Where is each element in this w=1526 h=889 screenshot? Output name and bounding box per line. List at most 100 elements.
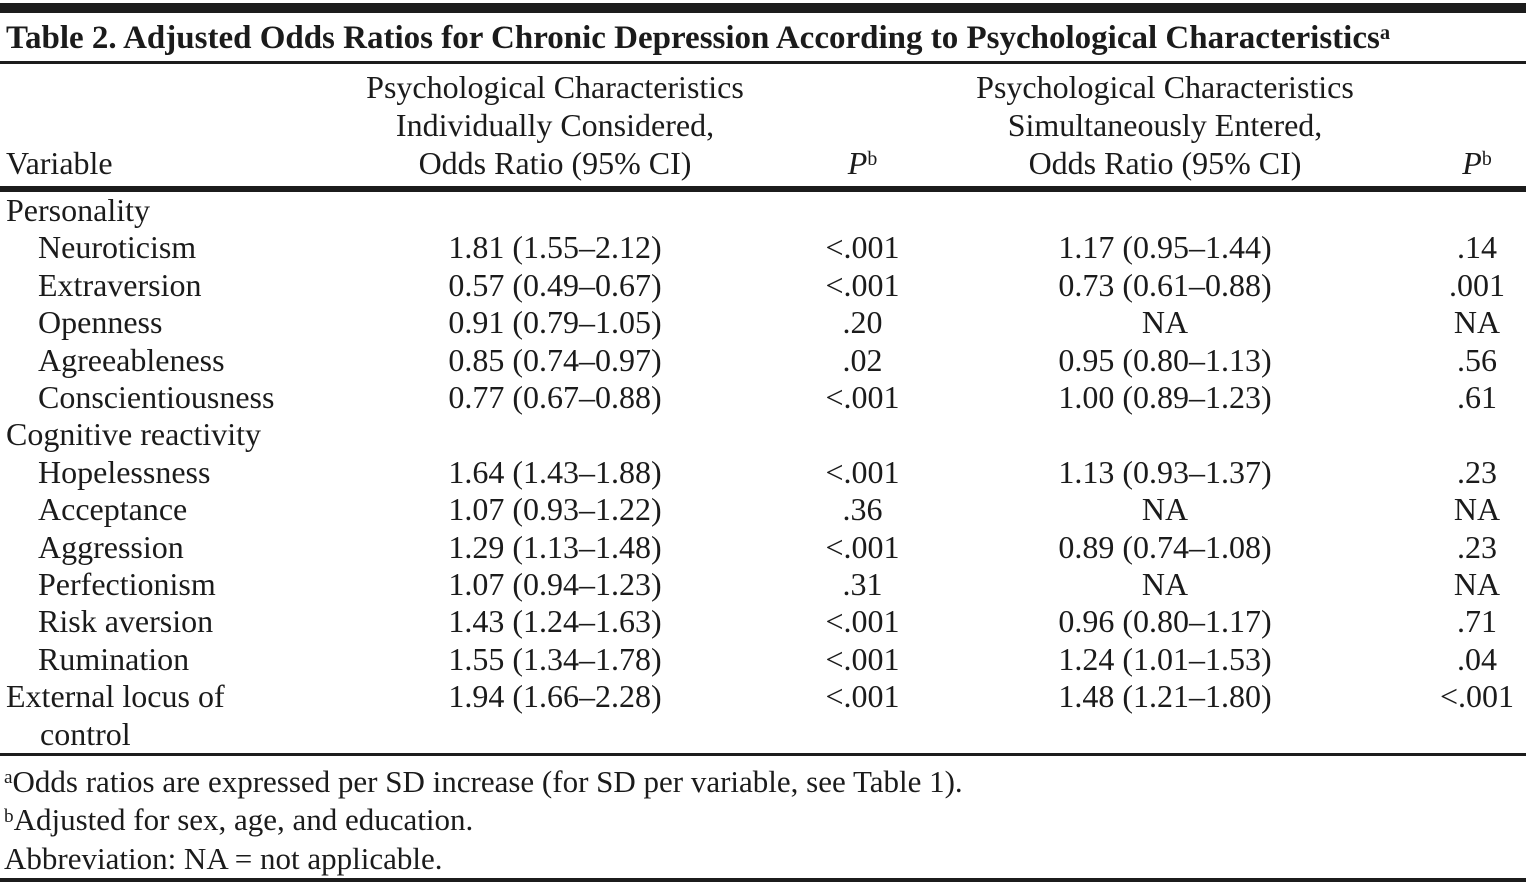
variable-cell: Acceptance bbox=[38, 491, 188, 528]
p-simultaneous-cell: .71 bbox=[1457, 603, 1497, 640]
col-header-simultaneously-entered: Psychological Characteristics Simultaneo… bbox=[945, 64, 1385, 192]
variable-cell: Openness bbox=[38, 304, 163, 341]
footnote-abbreviation: Abbreviation: NA = not applicable. bbox=[4, 840, 1526, 878]
variable-cell: Conscientiousness bbox=[38, 379, 275, 416]
variable-cell: Cognitive reactivity bbox=[6, 416, 262, 453]
col-header-line: Psychological Characteristics bbox=[366, 69, 744, 105]
or-simultaneous-cell: 0.89 (0.74–1.08) bbox=[1058, 528, 1272, 565]
p-individual-cell bbox=[780, 416, 945, 453]
variable-cell: Aggression bbox=[38, 528, 184, 565]
variable-cell: Personality bbox=[6, 192, 150, 228]
variable-cell: control bbox=[40, 715, 131, 752]
p-simultaneous-cell: .61 bbox=[1457, 379, 1497, 416]
or-individual-cell: 1.64 (1.43–1.88) bbox=[448, 453, 662, 490]
or-individual-cell: 0.77 (0.67–0.88) bbox=[448, 379, 662, 416]
table-row-risk-aversion: Risk aversion 1.43 (1.24–1.63) <.001 0.9… bbox=[0, 603, 1526, 640]
or-individual-cell: 1.29 (1.13–1.48) bbox=[448, 528, 662, 565]
footnote-text: Abbreviation: NA = not applicable. bbox=[4, 840, 443, 876]
footnote-marker: a bbox=[4, 767, 13, 789]
table-row-section-cognitive-reactivity: Cognitive reactivity bbox=[0, 416, 1526, 453]
table-row-openness: Openness 0.91 (0.79–1.05) .20 NA NA bbox=[0, 304, 1526, 341]
p-simultaneous-cell: .23 bbox=[1457, 528, 1497, 565]
or-simultaneous-cell: 1.48 (1.21–1.80) bbox=[1058, 678, 1272, 715]
variable-cell: Risk aversion bbox=[38, 603, 214, 640]
or-individual-cell: 1.94 (1.66–2.28) bbox=[448, 678, 662, 715]
table-row-external-locus-of-control: External locus of 1.94 (1.66–2.28) <.001… bbox=[0, 678, 1526, 715]
or-simultaneous-cell: 1.17 (0.95–1.44) bbox=[1058, 229, 1272, 266]
col-header-line: Simultaneously Entered, bbox=[1007, 107, 1323, 143]
footnote-divider-rule bbox=[0, 753, 1526, 757]
or-individual-cell: 1.55 (1.34–1.78) bbox=[448, 640, 662, 677]
col-header-line: Psychological Characteristics bbox=[976, 69, 1354, 105]
footnote-text: Adjusted for sex, age, and education. bbox=[13, 802, 474, 838]
or-simultaneous-cell: 1.24 (1.01–1.53) bbox=[1058, 640, 1272, 677]
col-header-line: Odds Ratio (95% CI) bbox=[418, 145, 692, 181]
or-individual-cell: 0.57 (0.49–0.67) bbox=[448, 266, 662, 303]
p-simultaneous-cell: NA bbox=[1453, 566, 1501, 603]
variable-cell: Agreeableness bbox=[38, 341, 225, 378]
col-header-line: Individually Considered, bbox=[395, 107, 715, 143]
footnote-text: Odds ratios are expressed per SD increas… bbox=[12, 764, 963, 800]
p-individual-cell: .31 bbox=[842, 566, 883, 603]
footnote-a: aOdds ratios are expressed per SD increa… bbox=[4, 763, 1526, 801]
p-simultaneous-cell: .14 bbox=[1457, 229, 1497, 266]
table-row-acceptance: Acceptance 1.07 (0.93–1.22) .36 NA NA bbox=[0, 491, 1526, 528]
header-row: Variable Psychological Characteristics I… bbox=[0, 64, 1526, 192]
p-individual-cell: <.001 bbox=[825, 379, 900, 416]
col-header-p-individual: Pb bbox=[780, 64, 945, 192]
p-label: P bbox=[847, 145, 868, 181]
footnote-b: bAdjusted for sex, age, and education. bbox=[4, 801, 1526, 839]
table-row-rumination: Rumination 1.55 (1.34–1.78) <.001 1.24 (… bbox=[0, 641, 1526, 678]
p-individual-cell: <.001 bbox=[825, 640, 900, 677]
or-individual-cell bbox=[330, 189, 780, 229]
p-simultaneous-cell bbox=[1385, 716, 1526, 753]
p-label: P bbox=[1462, 145, 1482, 181]
table-top-rule bbox=[0, 3, 1526, 13]
or-individual-cell: 0.85 (0.74–0.97) bbox=[448, 341, 662, 378]
p-individual-cell bbox=[780, 716, 945, 753]
title-divider-rule bbox=[0, 61, 1526, 64]
variable-cell: Perfectionism bbox=[38, 566, 216, 603]
or-individual-cell bbox=[330, 716, 780, 753]
p-simultaneous-cell: .001 bbox=[1449, 266, 1505, 303]
p-simultaneous-cell bbox=[1385, 189, 1526, 229]
p-individual-cell: <.001 bbox=[825, 528, 900, 565]
or-simultaneous-cell bbox=[945, 716, 1385, 753]
p-simultaneous-cell: .56 bbox=[1457, 341, 1497, 378]
variable-cell: External locus of bbox=[6, 678, 225, 715]
or-individual-cell: 1.07 (0.94–1.23) bbox=[448, 566, 662, 603]
or-simultaneous-cell: 0.95 (0.80–1.13) bbox=[1058, 341, 1272, 378]
or-individual-cell: 1.81 (1.55–2.12) bbox=[448, 229, 662, 266]
or-simultaneous-cell: 0.73 (0.61–0.88) bbox=[1058, 266, 1272, 303]
table-row-continuation: control bbox=[0, 716, 1526, 753]
odds-ratio-table: Variable Psychological Characteristics I… bbox=[0, 64, 1526, 753]
table-row-extraversion: Extraversion 0.57 (0.49–0.67) <.001 0.73… bbox=[0, 267, 1526, 304]
footnote-marker: b bbox=[4, 805, 14, 827]
table-title-footnote-marker: a bbox=[1379, 21, 1391, 44]
p-individual-cell: <.001 bbox=[825, 266, 900, 303]
p-individual-cell: .36 bbox=[842, 491, 883, 528]
or-individual-cell: 1.07 (0.93–1.22) bbox=[448, 491, 662, 528]
or-individual-cell bbox=[330, 416, 780, 453]
variable-cell: Rumination bbox=[38, 640, 190, 677]
variable-cell: Neuroticism bbox=[38, 229, 197, 266]
p-individual-cell: <.001 bbox=[825, 229, 900, 266]
p-footnote-marker: b bbox=[867, 148, 878, 171]
or-simultaneous-cell: 1.13 (0.93–1.37) bbox=[1058, 453, 1272, 490]
table-row-aggression: Aggression 1.29 (1.13–1.48) <.001 0.89 (… bbox=[0, 529, 1526, 566]
col-header-variable: Variable bbox=[0, 64, 330, 192]
or-simultaneous-cell: 0.96 (0.80–1.17) bbox=[1058, 603, 1272, 640]
or-simultaneous-cell: NA bbox=[1141, 566, 1189, 603]
or-individual-cell: 1.43 (1.24–1.63) bbox=[448, 603, 662, 640]
p-individual-cell: .20 bbox=[842, 304, 883, 341]
p-individual-cell: <.001 bbox=[825, 603, 900, 640]
col-header-p-simultaneous: Pb bbox=[1385, 64, 1526, 192]
table-row-section-personality: Personality bbox=[0, 189, 1526, 229]
p-simultaneous-cell: <.001 bbox=[1439, 678, 1515, 715]
variable-cell: Extraversion bbox=[38, 266, 202, 303]
or-simultaneous-cell: 1.00 (0.89–1.23) bbox=[1058, 379, 1272, 416]
p-simultaneous-cell bbox=[1385, 416, 1526, 453]
table-row-perfectionism: Perfectionism 1.07 (0.94–1.23) .31 NA NA bbox=[0, 566, 1526, 603]
or-individual-cell: 0.91 (0.79–1.05) bbox=[448, 304, 662, 341]
